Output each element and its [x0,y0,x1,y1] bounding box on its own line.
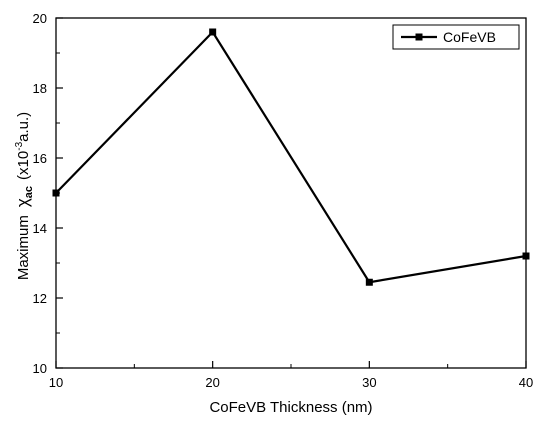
y-tick-label: 16 [33,151,47,166]
x-tick-label: 20 [205,375,219,390]
y-tick-label: 10 [33,361,47,376]
x-axis-title: CoFeVB Thickness (nm) [209,399,372,416]
y-axis-title-subscript: ac [23,186,35,198]
y-axis-title-prefix: Maximum [15,215,32,280]
x-tick-label: 10 [49,375,63,390]
legend-box [392,24,520,50]
y-axis-title: Maximum χac (x10-3a.u.) [13,112,35,280]
y-axis-title-symbol: χ [13,198,32,207]
data-point [522,252,530,260]
data-point [52,189,60,197]
legend-marker [415,33,423,41]
x-tick-label: 40 [519,375,533,390]
y-tick-label: 12 [33,291,47,306]
axis-tick-labels: 10 20 30 40 10 12 14 16 18 20 [33,11,534,390]
y-tick-label: 18 [33,81,47,96]
y-tick-label: 20 [33,11,47,26]
y-axis-title-exponent: -3 [14,141,25,150]
plot-frame [55,17,527,369]
data-point [365,278,373,286]
data-point [209,28,217,36]
y-axis-title-unit-close: a.u.) [15,112,32,142]
axis-ticks [55,17,527,369]
y-tick-label: 14 [33,221,47,236]
series-line-cofevb [55,30,527,284]
legend-label: CoFeVB [443,29,496,45]
x-tick-label: 30 [362,375,376,390]
series-markers [52,28,530,286]
y-axis-title-unit-open: (x10 [15,151,32,180]
legend: CoFeVB [392,24,520,50]
